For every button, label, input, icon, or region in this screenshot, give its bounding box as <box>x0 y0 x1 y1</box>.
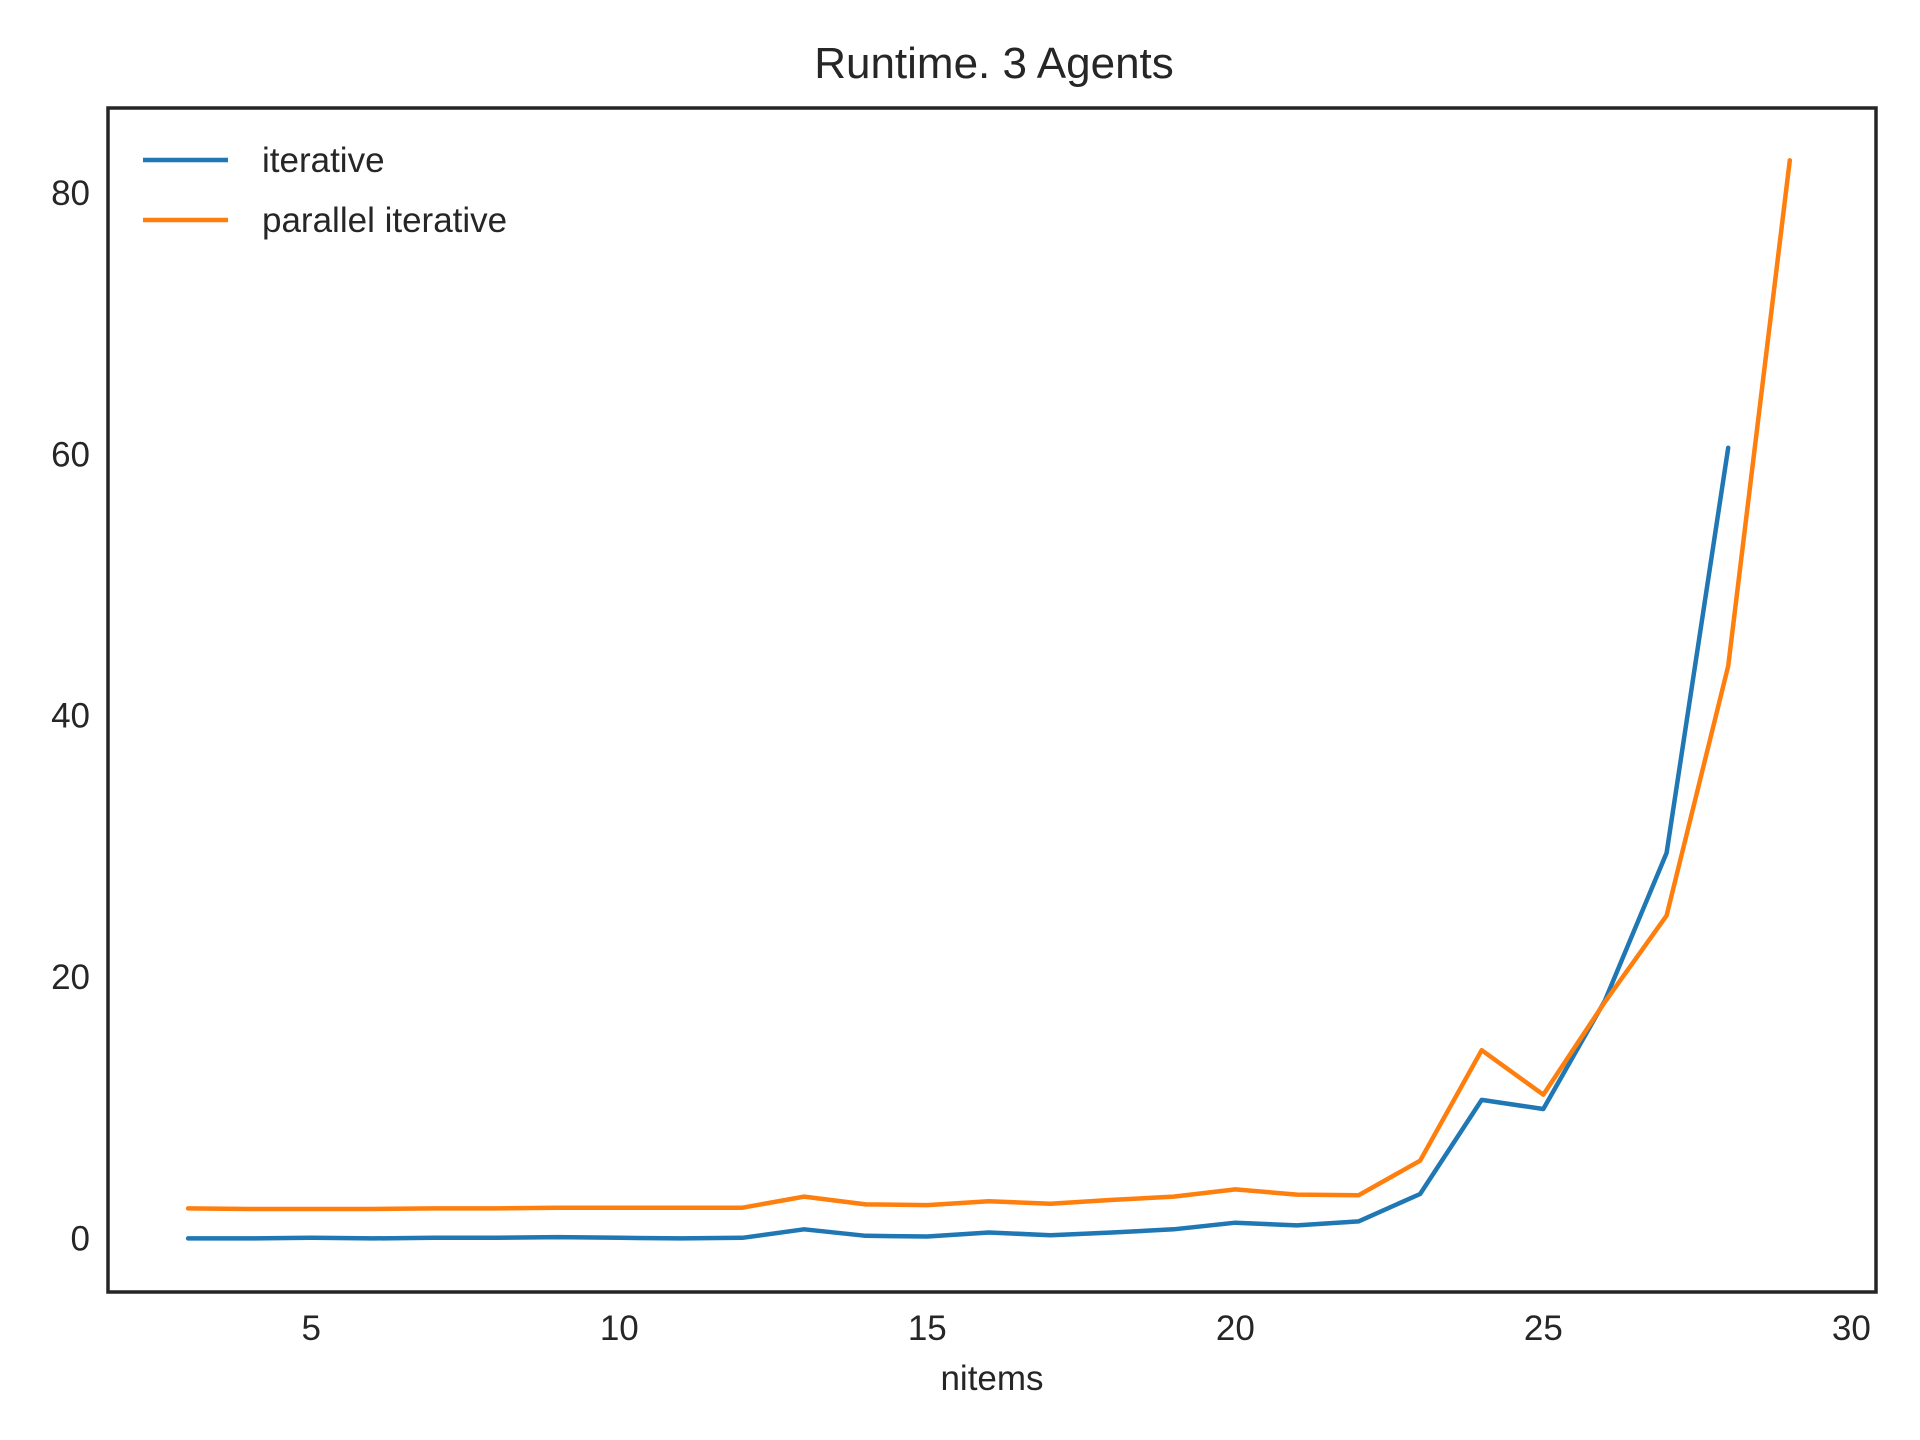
legend-label-1: parallel iterative <box>262 201 507 240</box>
x-tick-label: 20 <box>1216 1309 1255 1348</box>
series-line-1 <box>185 158 1793 1212</box>
y-tick-label: 0 <box>71 1219 90 1258</box>
legend-label-0: iterative <box>262 141 385 180</box>
y-tick-label: 40 <box>51 697 90 736</box>
x-axis-label: nitems <box>940 1359 1043 1398</box>
y-tick-label: 20 <box>51 958 90 997</box>
series-layer <box>185 158 1793 1241</box>
x-tick-label: 30 <box>1832 1309 1871 1348</box>
x-axis: 5 10 15 20 25 30 <box>302 1309 1871 1348</box>
legend: iterative parallel iterative <box>143 141 507 240</box>
x-tick-label: 15 <box>908 1309 947 1348</box>
y-tick-label: 80 <box>51 174 90 213</box>
series-line-0 <box>185 445 1731 1241</box>
plot-frame <box>106 106 1878 1294</box>
chart-title: Runtime. 3 Agents <box>814 39 1174 88</box>
x-tick-label: 10 <box>600 1309 639 1348</box>
y-tick-label: 60 <box>51 435 90 474</box>
y-axis: 0 20 40 60 80 <box>51 174 90 1258</box>
x-tick-label: 25 <box>1524 1309 1563 1348</box>
x-tick-label: 5 <box>302 1309 321 1348</box>
